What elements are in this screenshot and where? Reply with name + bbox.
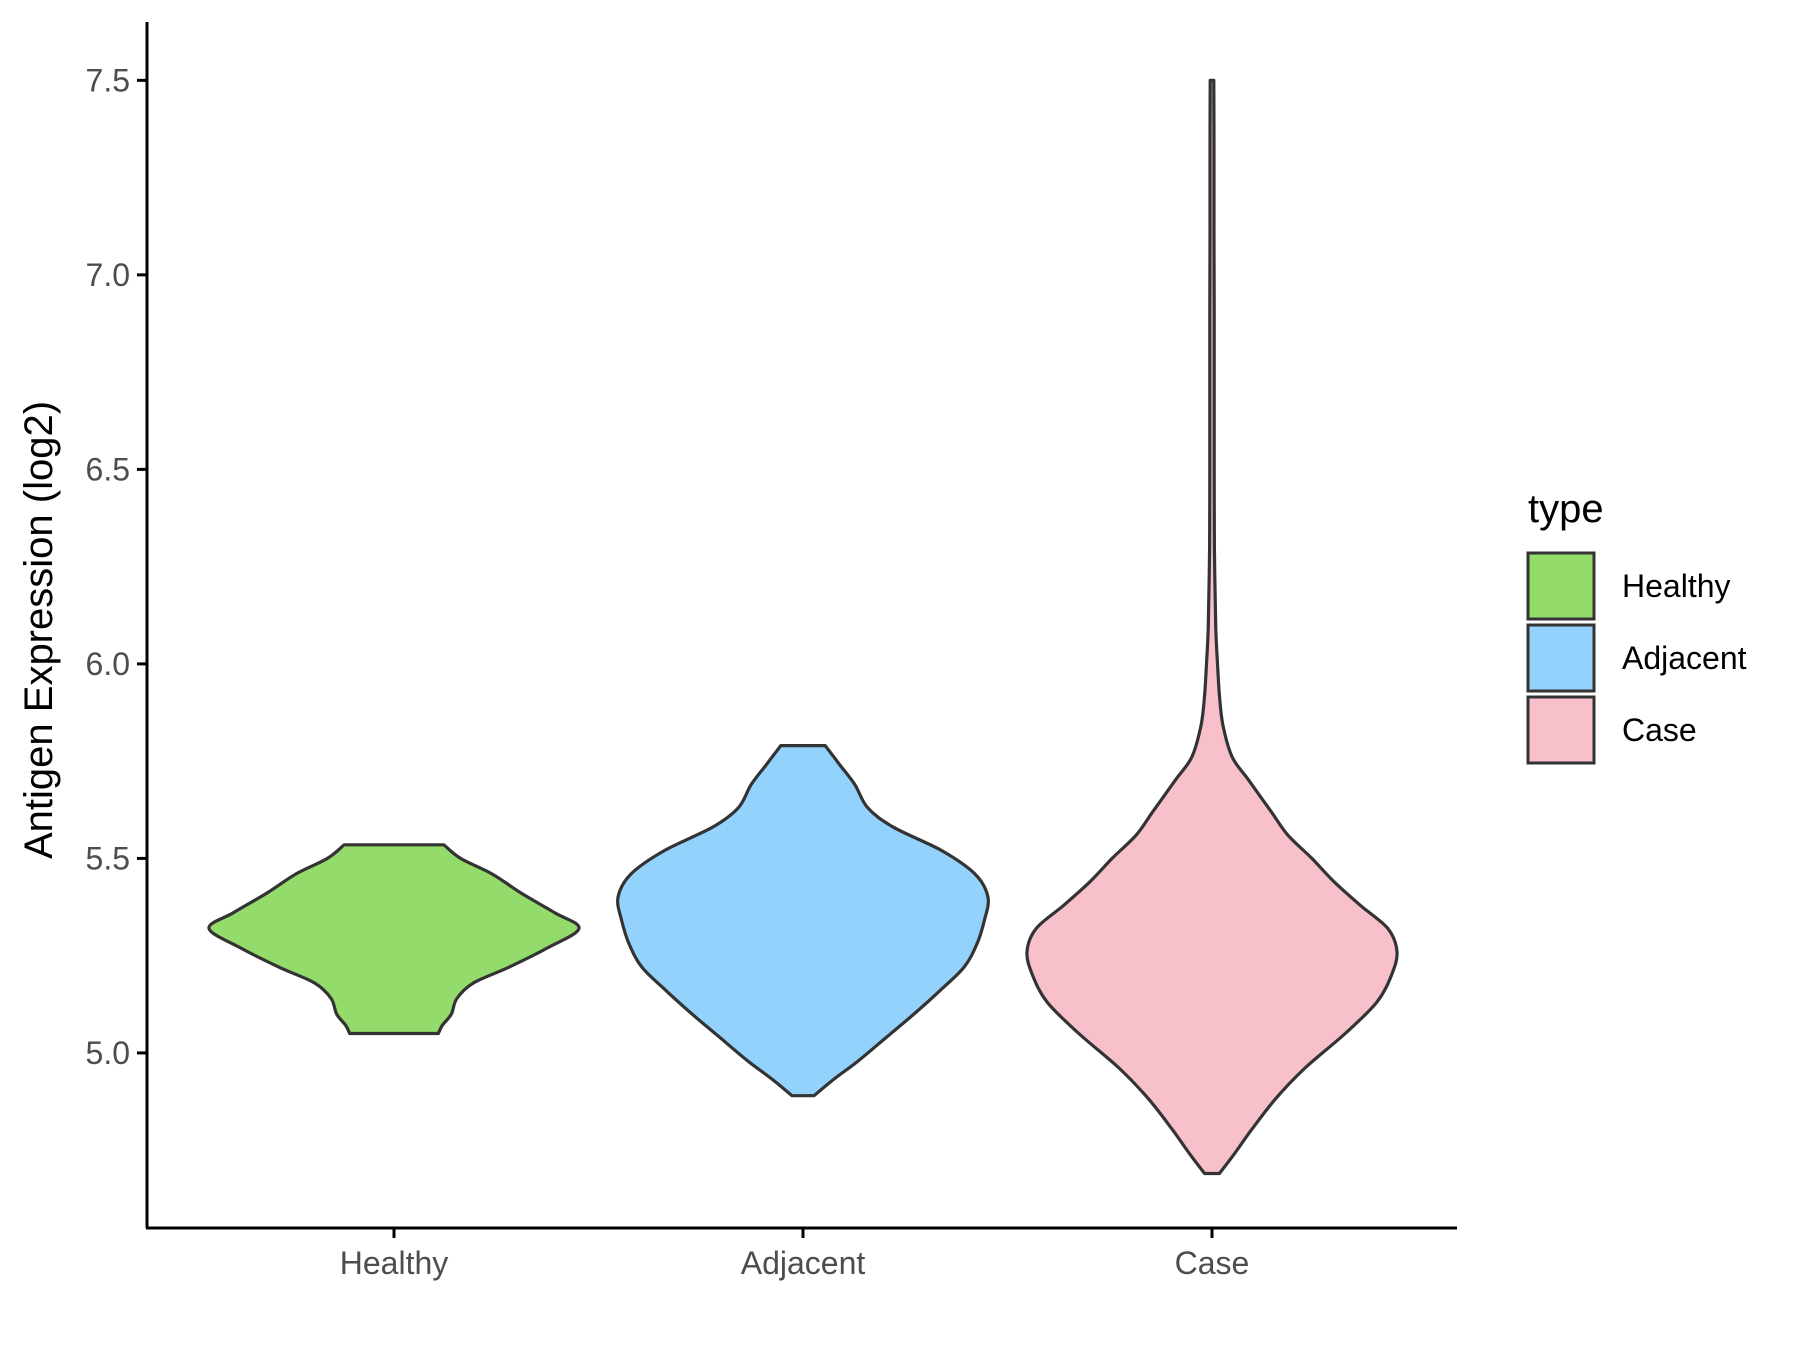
legend-swatch-case [1526, 695, 1596, 765]
x-tick-label: Case [1175, 1245, 1250, 1281]
y-tick-label: 6.0 [86, 646, 130, 682]
legend-label-adjacent: Adjacent [1622, 640, 1747, 676]
y-tick-label: 5.5 [86, 840, 130, 876]
legend-label-healthy: Healthy [1622, 568, 1731, 604]
violin-healthy [207, 843, 581, 1036]
legend: type Healthy Adjacent Case [1526, 487, 1747, 765]
violin-case [1025, 78, 1399, 1176]
violins [207, 78, 1399, 1176]
y-axis-label: Antigen Expression (log2) [17, 401, 61, 859]
legend-swatch-healthy [1526, 551, 1596, 621]
x-tick-label: Healthy [340, 1245, 449, 1281]
legend-entries: Healthy Adjacent Case [1526, 551, 1747, 765]
y-tick-label: 7.0 [86, 257, 130, 293]
x-tick-label: Adjacent [741, 1245, 866, 1281]
violin-adjacent [616, 744, 990, 1098]
y-ticks: 5.0 5.5 6.0 6.5 7.0 7.5 [86, 62, 147, 1071]
y-tick-label: 5.0 [86, 1035, 130, 1071]
legend-label-case: Case [1622, 712, 1697, 748]
x-ticks: Healthy Adjacent Case [340, 1228, 1250, 1281]
legend-title: type [1528, 487, 1604, 531]
y-tick-label: 6.5 [86, 451, 130, 487]
y-tick-label: 7.5 [86, 62, 130, 98]
legend-swatch-adjacent [1526, 623, 1596, 693]
